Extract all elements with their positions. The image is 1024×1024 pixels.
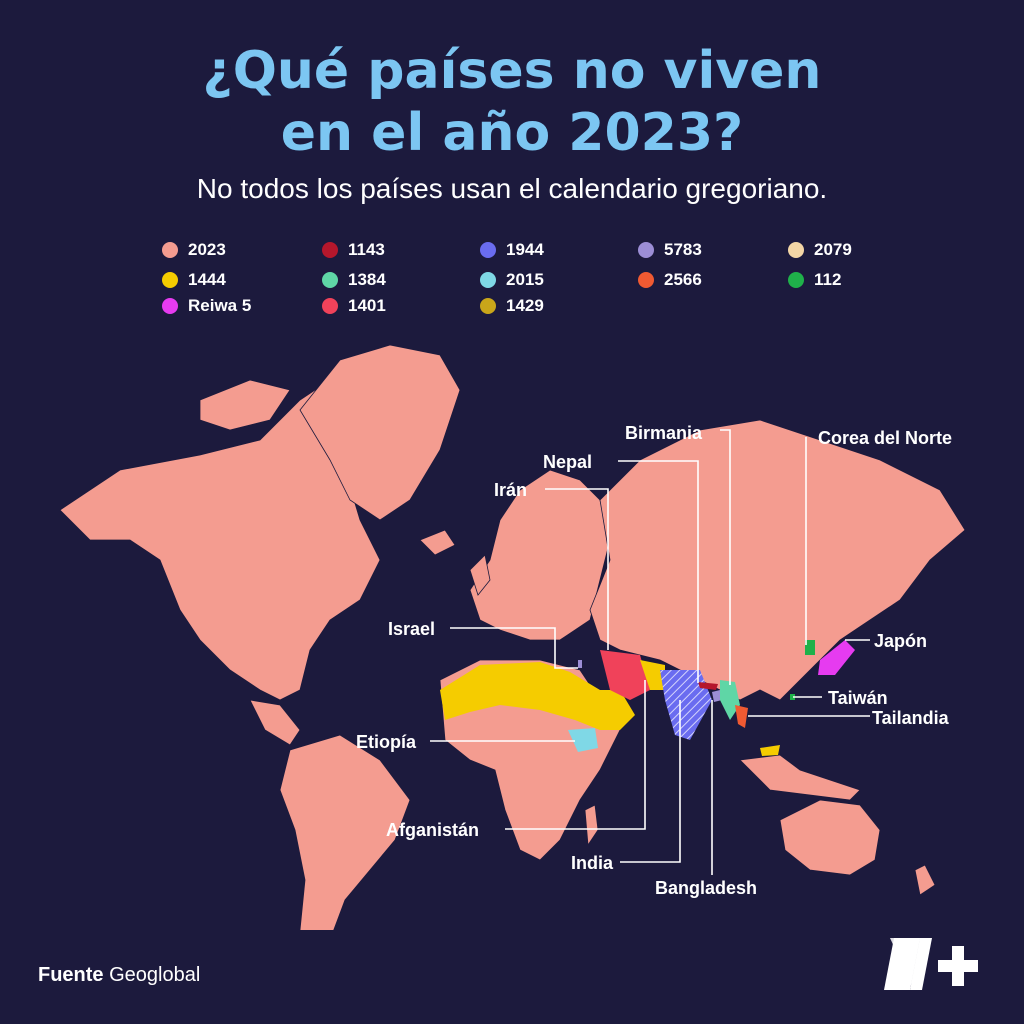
label-afganistan: Afganistán	[386, 820, 480, 840]
leader-nepal	[618, 460, 699, 683]
legend: 2023 1143 1944 5783 2079 1444 1384 2015 …	[162, 240, 882, 330]
world-map	[59, 344, 966, 930]
iran-1401	[600, 650, 650, 700]
n-plus-logo-icon	[884, 938, 978, 990]
legend-item-2566: 2566	[638, 270, 702, 290]
legend-item-2079: 2079	[788, 240, 852, 260]
legend-item-2015: 2015	[480, 270, 544, 290]
madagascar	[584, 804, 599, 847]
label-taiwan: Taiwán	[828, 688, 888, 708]
legend-swatch	[638, 242, 654, 258]
arctic-islands	[199, 379, 291, 431]
label-etiopia: Etiopía	[356, 732, 417, 752]
taiwan-112	[790, 694, 795, 700]
label-india: India	[571, 853, 614, 873]
legend-label: 2566	[664, 270, 702, 289]
israel-5783	[578, 660, 582, 668]
legend-label: 1444	[188, 270, 226, 289]
legend-item-5783: 5783	[638, 240, 702, 260]
malaysia-1444	[760, 745, 780, 756]
legend-label: 2015	[506, 270, 544, 289]
legend-label: 2023	[188, 240, 226, 259]
legend-swatch	[322, 272, 338, 288]
legend-swatch	[322, 242, 338, 258]
legend-swatch	[162, 242, 178, 258]
nepal-2079	[698, 682, 718, 690]
source-label: Fuente	[38, 964, 104, 986]
legend-label: 112	[814, 270, 842, 289]
arabia-1444	[580, 690, 635, 730]
north-korea-112	[805, 640, 815, 655]
leader-birmania	[720, 429, 731, 685]
europe	[469, 469, 611, 641]
leader-israel	[450, 627, 578, 669]
legend-item-1444: 1444	[162, 270, 226, 290]
greenland	[299, 344, 461, 521]
legend-item-1429: 1429	[480, 296, 544, 316]
page-title: ¿Qué países no viven en el año 2023?	[0, 40, 1024, 164]
legend-swatch	[638, 272, 654, 288]
label-japon: Japón	[874, 631, 928, 651]
legend-item-reiwa-5: Reiwa 5	[162, 296, 251, 316]
legend-swatch	[788, 272, 804, 288]
label-corea-del-norte: Corea del Norte	[818, 428, 953, 448]
legend-swatch	[322, 298, 338, 314]
new-zealand	[914, 864, 936, 896]
leader-iran	[545, 488, 609, 650]
thailand-2566	[735, 705, 748, 728]
legend-swatch	[480, 298, 496, 314]
north-america	[59, 379, 381, 701]
title-line-2: en el año 2023?	[280, 103, 744, 163]
subtitle: No todos los países usan el calendario g…	[196, 173, 828, 204]
label-israel: Israel	[388, 619, 436, 639]
source: Fuente Geoglobal	[38, 964, 200, 987]
afghanistan-1401	[640, 660, 665, 690]
legend-item-112: 112	[788, 270, 841, 290]
label-tailandia: Tailandia	[872, 708, 949, 728]
label-nepal: Nepal	[543, 452, 593, 472]
legend-swatch	[480, 272, 496, 288]
legend-item-1143: 1143	[322, 240, 385, 260]
japan-reiwa	[818, 640, 855, 675]
se-asia-islands	[739, 754, 861, 801]
india-hatched	[660, 670, 712, 740]
bangladesh	[712, 690, 722, 702]
legend-label: Reiwa 5	[188, 296, 252, 315]
australia	[779, 799, 881, 876]
legend-item-1384: 1384	[322, 270, 386, 290]
leader-afganistan	[505, 680, 646, 830]
myanmar-1384	[720, 680, 740, 720]
legend-label: 1429	[506, 296, 544, 315]
legend-label: 1401	[348, 296, 386, 315]
ethiopia-2015	[568, 728, 598, 752]
legend-label: 1143	[348, 240, 385, 259]
legend-label: 1944	[506, 240, 544, 259]
legend-label: 2079	[814, 240, 852, 259]
islamic-1444-region	[440, 662, 615, 730]
legend-swatch	[788, 242, 804, 258]
legend-item-1401: 1401	[322, 296, 386, 316]
title-line-1: ¿Qué países no viven	[202, 41, 822, 101]
label-birmania: Birmania	[625, 423, 703, 443]
leader-india	[620, 700, 681, 863]
asia	[589, 419, 966, 701]
legend-swatch	[480, 242, 496, 258]
legend-swatch	[162, 272, 178, 288]
central-america	[249, 699, 301, 746]
label-iran: Irán	[494, 480, 528, 500]
legend-label: 1384	[348, 270, 386, 289]
iceland	[419, 529, 456, 556]
legend-item-2023: 2023	[162, 240, 226, 260]
legend-swatch	[162, 298, 178, 314]
source-name: Geoglobal	[109, 964, 201, 986]
legend-label: 5783	[664, 240, 702, 259]
south-america	[279, 734, 411, 930]
uk	[469, 554, 491, 596]
legend-item-1944: 1944	[480, 240, 544, 260]
label-bangladesh: Bangladesh	[655, 878, 758, 898]
